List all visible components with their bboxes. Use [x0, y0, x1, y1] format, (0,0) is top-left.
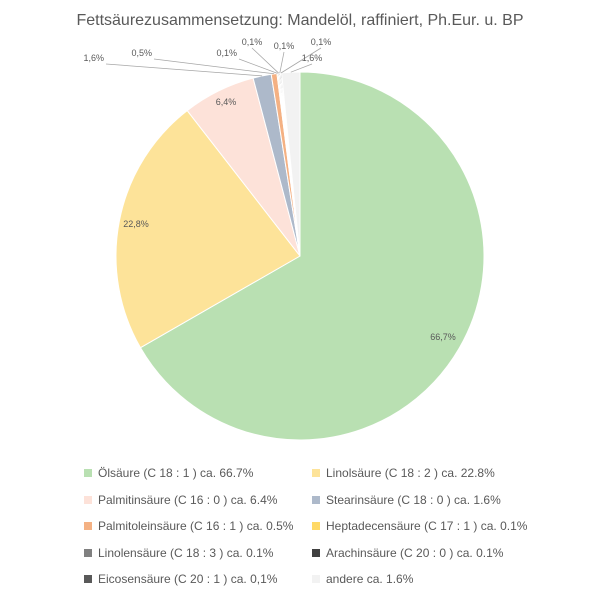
legend-item: Heptadecensäure (C 17 : 1 ) ca. 0.1% — [312, 519, 527, 533]
data-label-9: 1,6% — [302, 53, 323, 63]
legend-row: Palmitoleinsäure (C 16 : 1 ) ca. 0.5% Hep… — [84, 513, 584, 540]
data-label-6: 0,1% — [242, 37, 263, 47]
legend-label: Arachinsäure (C 20 : 0 ) ca. 0.1% — [326, 545, 504, 560]
data-label-2: 6,4% — [216, 97, 237, 107]
legend-swatch — [312, 548, 320, 557]
pie-slice-1 — [115, 109, 301, 349]
legend-item: Eicosensäure (C 20 : 1 ) ca. 0,1% — [84, 572, 312, 586]
legend-swatch — [312, 575, 320, 584]
pie-chart: 66,7% 22,8% 6,4% 1,6% 0,5% 0,1% 0,1% 0,1% 0,1% 1,… — [83, 37, 485, 441]
pie-slices — [115, 71, 485, 441]
leader-line-8 — [280, 47, 322, 74]
leader-lines — [105, 47, 322, 77]
legend-row: Eicosensäure (C 20 : 1 ) ca. 0,1% andere … — [84, 566, 584, 593]
leader-line-6 — [251, 47, 279, 74]
legend-label: Stearinsäure (C 18 : 0 ) ca. 1.6% — [326, 492, 501, 507]
leader-line-3 — [105, 63, 263, 77]
legend-item: Ölsäure (C 18 : 1 ) ca. 66.7% — [84, 466, 312, 480]
data-labels: 66,7% 22,8% 6,4% 1,6% 0,5% 0,1% 0,1% 0,1% 0,1% 1,… — [83, 37, 455, 342]
legend-item: Stearinsäure (C 18 : 0 ) ca. 1.6% — [312, 493, 501, 507]
legend-swatch — [84, 522, 92, 531]
leader-line-5 — [238, 58, 278, 74]
pie-slice-0 — [139, 71, 485, 441]
legend-item: Linolsäure (C 18 : 2 ) ca. 22.8% — [312, 466, 495, 480]
chart-title: Fettsäurezusammensetzung: Mandelöl, raff… — [76, 12, 524, 29]
legend-label: Palmitoleinsäure (C 16 : 1 ) ca. 0.5% — [98, 519, 294, 534]
data-label-4: 0,5% — [131, 48, 152, 58]
legend-label: Eicosensäure (C 20 : 1 ) ca. 0,1% — [98, 572, 278, 587]
legend-label: Linolsäure (C 18 : 2 ) ca. 22.8% — [326, 466, 495, 481]
legend-row: Linolensäure (C 18 : 3 ) ca. 0.1% Arachin… — [84, 540, 584, 567]
legend-label: Linolensäure (C 18 : 3 ) ca. 0.1% — [98, 545, 274, 560]
data-label-7: 0,1% — [274, 41, 295, 51]
legend-item: Palmitoleinsäure (C 16 : 1 ) ca. 0.5% — [84, 519, 312, 533]
legend-swatch — [312, 469, 320, 478]
legend-swatch — [84, 469, 92, 478]
legend: Ölsäure (C 18 : 1 ) ca. 66.7% Linolsäure … — [84, 460, 584, 593]
legend-swatch — [312, 495, 320, 504]
legend-swatch — [84, 548, 92, 557]
data-label-5: 0,1% — [216, 48, 237, 58]
legend-row: Palmitinsäure (C 16 : 0 ) ca. 6.4% Steari… — [84, 487, 584, 514]
legend-label: Ölsäure (C 18 : 1 ) ca. 66.7% — [98, 466, 254, 481]
leader-line-7 — [279, 51, 285, 74]
data-label-0: 66,7% — [430, 332, 456, 342]
data-label-3: 1,6% — [83, 53, 104, 63]
legend-item: Linolensäure (C 18 : 3 ) ca. 0.1% — [84, 546, 312, 560]
legend-label: Palmitinsäure (C 16 : 0 ) ca. 6.4% — [98, 492, 278, 507]
legend-swatch — [312, 522, 320, 531]
legend-swatch — [84, 575, 92, 584]
leader-line-4 — [153, 58, 275, 75]
leader-line-9 — [290, 63, 313, 73]
data-label-8: 0,1% — [311, 37, 332, 47]
legend-item: Arachinsäure (C 20 : 0 ) ca. 0.1% — [312, 546, 503, 560]
legend-item: Palmitinsäure (C 16 : 0 ) ca. 6.4% — [84, 493, 312, 507]
legend-row: Ölsäure (C 18 : 1 ) ca. 66.7% Linolsäure … — [84, 460, 584, 487]
legend-label: andere ca. 1.6% — [326, 572, 414, 587]
data-label-1: 22,8% — [123, 219, 149, 229]
legend-item: andere ca. 1.6% — [312, 572, 413, 586]
legend-swatch — [84, 495, 92, 504]
legend-label: Heptadecensäure (C 17 : 1 ) ca. 0.1% — [326, 519, 528, 534]
